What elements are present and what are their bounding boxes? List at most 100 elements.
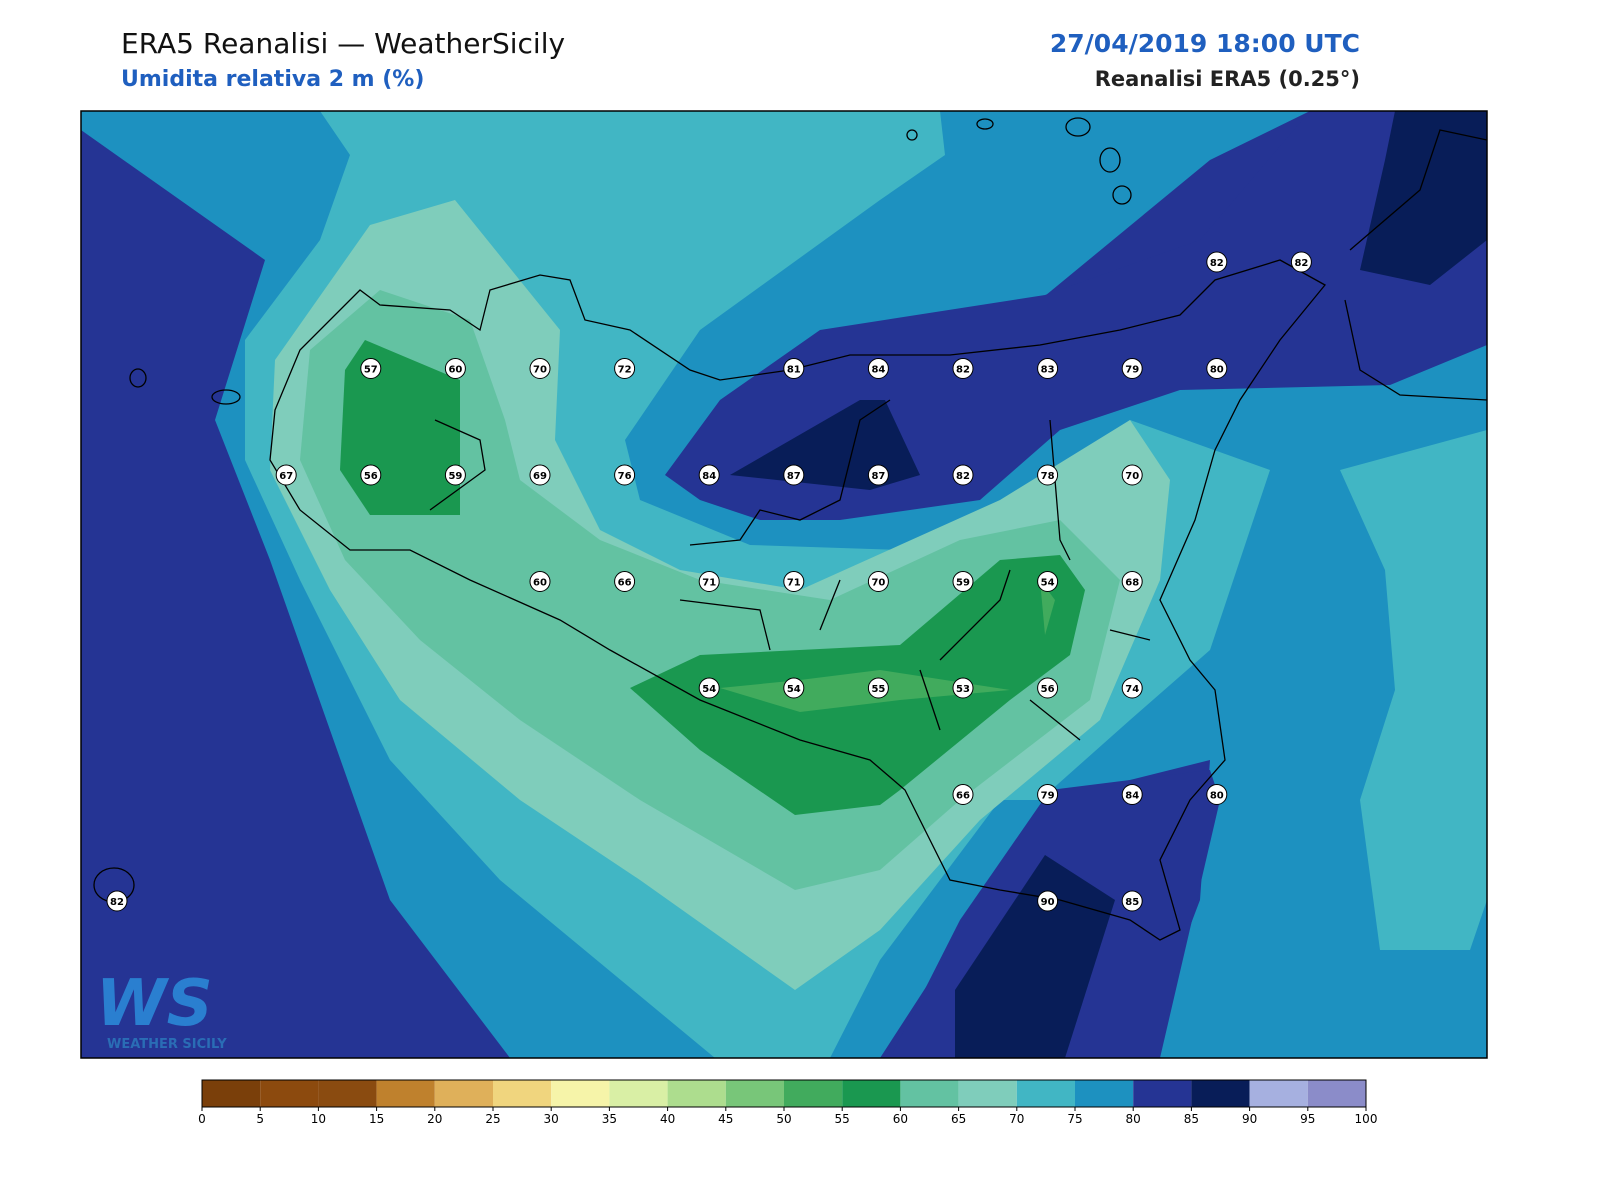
colorbar-tick-label: 50 [776, 1112, 791, 1126]
colorbar-swatch [260, 1080, 319, 1107]
station-value: 82 [110, 897, 124, 908]
station-value: 80 [1210, 365, 1224, 376]
colorbar-swatch [784, 1080, 843, 1107]
colorbar-swatch [434, 1080, 493, 1107]
colorbar-swatch [609, 1080, 668, 1107]
station-value: 69 [533, 471, 547, 482]
colorbar-tick-label: 55 [835, 1112, 850, 1126]
station-marker [698, 464, 720, 486]
station-marker [106, 890, 128, 912]
contour [1040, 580, 1055, 635]
colorbar-tick-label: 95 [1300, 1112, 1315, 1126]
station-marker [698, 677, 720, 699]
station-marker [360, 464, 382, 486]
station-marker [1290, 251, 1312, 273]
colorbar-tick-label: 35 [602, 1112, 617, 1126]
station-marker [1206, 251, 1228, 273]
title: ERA5 Reanalisi — WeatherSicily [121, 27, 565, 60]
contour [1360, 111, 1487, 285]
station-marker [529, 358, 551, 379]
station-value: 84 [1125, 791, 1139, 802]
colorbar-tick-label: 25 [485, 1112, 500, 1126]
station-value: 55 [871, 684, 885, 695]
colorbar-swatch [667, 1080, 726, 1107]
colorbar: 0 5 10 15 20 25 30 35 40 45 50 55 60 65 70 75 80 85 90 95 10… [198, 1079, 1377, 1126]
station-value: 80 [1210, 791, 1224, 802]
station-marker [275, 464, 297, 486]
station-marker [783, 677, 805, 699]
station-marker [952, 784, 974, 805]
station-marker [1037, 571, 1059, 592]
colorbar-swatch [1133, 1080, 1192, 1107]
station-marker [867, 464, 889, 486]
station-value: 54 [787, 684, 801, 695]
station-marker [1037, 464, 1059, 486]
colorbar-swatch [202, 1080, 261, 1107]
station-marker [783, 571, 805, 592]
station-value: 84 [871, 365, 885, 376]
station-marker [614, 358, 636, 379]
colorbar-swatch [842, 1080, 901, 1107]
station-marker [867, 358, 889, 379]
station-value: 82 [956, 471, 970, 482]
station-value: 84 [702, 471, 716, 482]
station-value: 87 [787, 471, 801, 482]
station-marker [1037, 890, 1059, 912]
station-value: 79 [1041, 791, 1055, 802]
station-marker [867, 571, 889, 592]
station-marker [783, 358, 805, 379]
colorbar-tick-label: 90 [1242, 1112, 1257, 1126]
station-marker [1121, 358, 1143, 379]
colorbar-swatch [958, 1080, 1017, 1107]
station-marker [1037, 677, 1059, 699]
colorbar-swatch [1249, 1080, 1308, 1107]
station-marker [614, 571, 636, 592]
station-value: 57 [364, 365, 378, 376]
colorbar-swatch [551, 1080, 610, 1107]
colorbar-swatch [725, 1080, 784, 1107]
station-value: 82 [1294, 258, 1308, 269]
station-value: 70 [533, 365, 547, 376]
station-value: 85 [1125, 897, 1139, 908]
colorbar-tick-label: 15 [369, 1112, 384, 1126]
colorbar-tick-label: 70 [1009, 1112, 1024, 1126]
colorbar-swatch [1191, 1080, 1250, 1107]
logo-mark: WS [96, 967, 213, 1041]
station-marker [1121, 677, 1143, 699]
station-value: 56 [1041, 684, 1055, 695]
station-marker [1121, 890, 1143, 912]
coastline [93, 117, 1487, 941]
date: 27/04/2019 18:00 UTC [1050, 29, 1360, 58]
colorbar-tick-label: 0 [198, 1112, 206, 1126]
colorbar-tick-label: 10 [311, 1112, 326, 1126]
map-frame [80, 110, 1488, 1059]
station-marker [1121, 464, 1143, 486]
station-value: 81 [787, 365, 801, 376]
station-marker [952, 358, 974, 379]
station-value: 82 [1210, 258, 1224, 269]
station-marker [698, 571, 720, 592]
station-marker [783, 464, 805, 486]
contour [955, 855, 1115, 1058]
source: Reanalisi ERA5 (0.25°) [1095, 67, 1360, 91]
station-value: 71 [702, 578, 716, 589]
station-marker [1037, 358, 1059, 379]
station-value: 79 [1125, 365, 1139, 376]
station-marker [360, 358, 382, 379]
station-value: 90 [1041, 897, 1055, 908]
station-value: 71 [787, 578, 801, 589]
logo: WS WEATHER SICILY [96, 967, 227, 1052]
station-value: 74 [1125, 684, 1139, 695]
station-value: 72 [618, 365, 632, 376]
station-value: 78 [1041, 471, 1055, 482]
station-value: 60 [448, 365, 462, 376]
colorbar-tick-label: 5 [256, 1112, 264, 1126]
colorbar-swatch [318, 1080, 377, 1107]
colorbar-tick-label: 75 [1067, 1112, 1082, 1126]
colorbar-tick-label: 65 [951, 1112, 966, 1126]
station-marker [1206, 358, 1228, 379]
colorbar-tick-label: 30 [544, 1112, 559, 1126]
station-marker [952, 677, 974, 699]
contour [720, 670, 1010, 712]
station-marker [444, 358, 466, 379]
